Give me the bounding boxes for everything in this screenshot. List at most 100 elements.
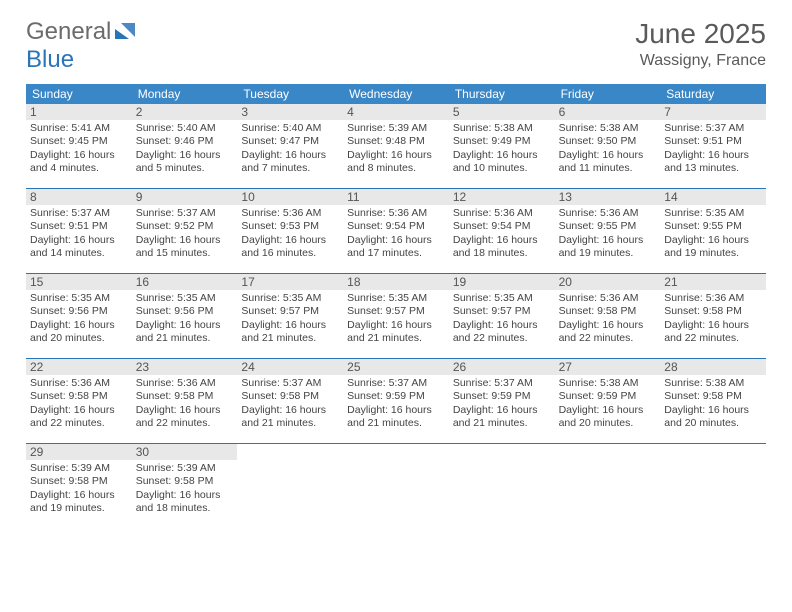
sunset-line: Sunset: 9:55 PM: [664, 220, 762, 233]
sunset-line: Sunset: 9:59 PM: [559, 390, 657, 403]
day-cell: 15Sunrise: 5:35 AMSunset: 9:56 PMDayligh…: [26, 274, 132, 358]
day-cell: 10Sunrise: 5:36 AMSunset: 9:53 PMDayligh…: [237, 189, 343, 273]
day-cell: 20Sunrise: 5:36 AMSunset: 9:58 PMDayligh…: [555, 274, 661, 358]
daylight-line: Daylight: 16 hours and 16 minutes.: [241, 234, 339, 261]
sunset-line: Sunset: 9:57 PM: [453, 305, 551, 318]
empty-cell: [660, 444, 766, 528]
dow-thu: Thursday: [449, 84, 555, 104]
empty-cell: [343, 444, 449, 528]
day-cell: 28Sunrise: 5:38 AMSunset: 9:58 PMDayligh…: [660, 359, 766, 443]
daylight-line: Daylight: 16 hours and 20 minutes.: [559, 404, 657, 431]
week-row: 22Sunrise: 5:36 AMSunset: 9:58 PMDayligh…: [26, 359, 766, 444]
day-cell: 19Sunrise: 5:35 AMSunset: 9:57 PMDayligh…: [449, 274, 555, 358]
sunset-line: Sunset: 9:56 PM: [136, 305, 234, 318]
day-number: 17: [237, 274, 343, 290]
week-row: 15Sunrise: 5:35 AMSunset: 9:56 PMDayligh…: [26, 274, 766, 359]
sunset-line: Sunset: 9:57 PM: [347, 305, 445, 318]
sunrise-line: Sunrise: 5:36 AM: [559, 207, 657, 220]
sunset-line: Sunset: 9:58 PM: [136, 475, 234, 488]
header: General June 2025 Wassigny, France: [0, 0, 792, 76]
day-cell: 6Sunrise: 5:38 AMSunset: 9:50 PMDaylight…: [555, 104, 661, 188]
sunset-line: Sunset: 9:45 PM: [30, 135, 128, 148]
day-cell: 26Sunrise: 5:37 AMSunset: 9:59 PMDayligh…: [449, 359, 555, 443]
sunrise-line: Sunrise: 5:38 AM: [559, 122, 657, 135]
daylight-line: Daylight: 16 hours and 19 minutes.: [559, 234, 657, 261]
sunset-line: Sunset: 9:58 PM: [559, 305, 657, 318]
sunset-line: Sunset: 9:46 PM: [136, 135, 234, 148]
sunrise-line: Sunrise: 5:35 AM: [347, 292, 445, 305]
sunset-line: Sunset: 9:51 PM: [664, 135, 762, 148]
day-cell: 14Sunrise: 5:35 AMSunset: 9:55 PMDayligh…: [660, 189, 766, 273]
dow-header: Sunday Monday Tuesday Wednesday Thursday…: [26, 84, 766, 104]
sunrise-line: Sunrise: 5:37 AM: [347, 377, 445, 390]
day-number: 1: [26, 104, 132, 120]
sunset-line: Sunset: 9:58 PM: [664, 390, 762, 403]
dow-tue: Tuesday: [237, 84, 343, 104]
sunset-line: Sunset: 9:57 PM: [241, 305, 339, 318]
sunrise-line: Sunrise: 5:35 AM: [664, 207, 762, 220]
sunset-line: Sunset: 9:54 PM: [347, 220, 445, 233]
day-number: 4: [343, 104, 449, 120]
sunrise-line: Sunrise: 5:35 AM: [453, 292, 551, 305]
sunset-line: Sunset: 9:58 PM: [241, 390, 339, 403]
sunset-line: Sunset: 9:58 PM: [30, 475, 128, 488]
sunset-line: Sunset: 9:55 PM: [559, 220, 657, 233]
logo-part1: General: [26, 18, 111, 46]
daylight-line: Daylight: 16 hours and 13 minutes.: [664, 149, 762, 176]
sunrise-line: Sunrise: 5:36 AM: [347, 207, 445, 220]
sunset-line: Sunset: 9:52 PM: [136, 220, 234, 233]
sunset-line: Sunset: 9:58 PM: [136, 390, 234, 403]
daylight-line: Daylight: 16 hours and 20 minutes.: [664, 404, 762, 431]
day-cell: 24Sunrise: 5:37 AMSunset: 9:58 PMDayligh…: [237, 359, 343, 443]
day-number: 21: [660, 274, 766, 290]
day-cell: 12Sunrise: 5:36 AMSunset: 9:54 PMDayligh…: [449, 189, 555, 273]
dow-wed: Wednesday: [343, 84, 449, 104]
sunrise-line: Sunrise: 5:41 AM: [30, 122, 128, 135]
day-number: 26: [449, 359, 555, 375]
daylight-line: Daylight: 16 hours and 18 minutes.: [453, 234, 551, 261]
day-number: 18: [343, 274, 449, 290]
sunset-line: Sunset: 9:54 PM: [453, 220, 551, 233]
daylight-line: Daylight: 16 hours and 19 minutes.: [664, 234, 762, 261]
sunrise-line: Sunrise: 5:35 AM: [136, 292, 234, 305]
sunrise-line: Sunrise: 5:37 AM: [241, 377, 339, 390]
daylight-line: Daylight: 16 hours and 22 minutes.: [559, 319, 657, 346]
day-cell: 23Sunrise: 5:36 AMSunset: 9:58 PMDayligh…: [132, 359, 238, 443]
sunrise-line: Sunrise: 5:39 AM: [30, 462, 128, 475]
day-number: 30: [132, 444, 238, 460]
sunset-line: Sunset: 9:56 PM: [30, 305, 128, 318]
location-label: Wassigny, France: [635, 52, 766, 70]
daylight-line: Daylight: 16 hours and 20 minutes.: [30, 319, 128, 346]
logo-sub: Blue: [26, 46, 74, 74]
day-cell: 3Sunrise: 5:40 AMSunset: 9:47 PMDaylight…: [237, 104, 343, 188]
day-number: 19: [449, 274, 555, 290]
daylight-line: Daylight: 16 hours and 10 minutes.: [453, 149, 551, 176]
sunset-line: Sunset: 9:53 PM: [241, 220, 339, 233]
day-number: 25: [343, 359, 449, 375]
logo-part2: Blue: [26, 46, 74, 73]
day-cell: 22Sunrise: 5:36 AMSunset: 9:58 PMDayligh…: [26, 359, 132, 443]
dow-fri: Friday: [555, 84, 661, 104]
day-number: 24: [237, 359, 343, 375]
daylight-line: Daylight: 16 hours and 8 minutes.: [347, 149, 445, 176]
day-number: 5: [449, 104, 555, 120]
title-block: June 2025 Wassigny, France: [635, 18, 766, 70]
day-number: 23: [132, 359, 238, 375]
day-cell: 2Sunrise: 5:40 AMSunset: 9:46 PMDaylight…: [132, 104, 238, 188]
day-cell: 16Sunrise: 5:35 AMSunset: 9:56 PMDayligh…: [132, 274, 238, 358]
day-number: 10: [237, 189, 343, 205]
day-number: 16: [132, 274, 238, 290]
day-cell: 5Sunrise: 5:38 AMSunset: 9:49 PMDaylight…: [449, 104, 555, 188]
daylight-line: Daylight: 16 hours and 17 minutes.: [347, 234, 445, 261]
day-number: 12: [449, 189, 555, 205]
day-number: 8: [26, 189, 132, 205]
day-cell: 11Sunrise: 5:36 AMSunset: 9:54 PMDayligh…: [343, 189, 449, 273]
sunrise-line: Sunrise: 5:36 AM: [664, 292, 762, 305]
dow-sat: Saturday: [660, 84, 766, 104]
week-row: 29Sunrise: 5:39 AMSunset: 9:58 PMDayligh…: [26, 444, 766, 528]
sunset-line: Sunset: 9:47 PM: [241, 135, 339, 148]
week-row: 8Sunrise: 5:37 AMSunset: 9:51 PMDaylight…: [26, 189, 766, 274]
day-cell: 9Sunrise: 5:37 AMSunset: 9:52 PMDaylight…: [132, 189, 238, 273]
day-cell: 17Sunrise: 5:35 AMSunset: 9:57 PMDayligh…: [237, 274, 343, 358]
sunset-line: Sunset: 9:59 PM: [453, 390, 551, 403]
